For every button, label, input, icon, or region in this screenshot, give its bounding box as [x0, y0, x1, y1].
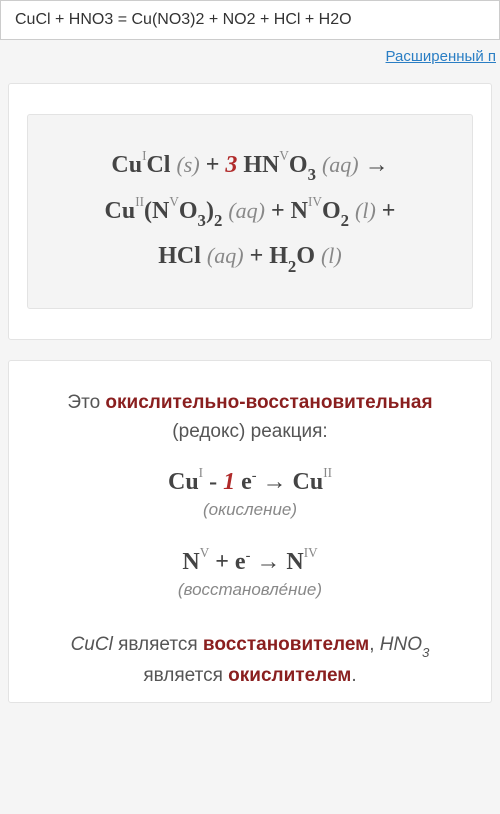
red-n5-state: V: [200, 545, 210, 560]
conc-is2: является: [143, 665, 228, 686]
redox-word: окислительно-восстановительная: [105, 392, 432, 413]
conclusion-text: CuCl является восстановителем, HNO3 явля…: [27, 630, 473, 691]
explanation-card: Это окислительно-восстановительная (редо…: [8, 360, 492, 702]
ox-arrow: →: [257, 469, 293, 495]
red-plus: +: [209, 549, 235, 575]
state-l-1: (l): [355, 198, 376, 223]
coefficient-3: 3: [225, 152, 237, 178]
plus-1: +: [200, 152, 226, 178]
ox-one: 1: [223, 469, 235, 495]
reactant-hn: HN: [237, 152, 279, 178]
oxstate-n5b: V: [169, 194, 179, 209]
sub-3: 3: [308, 165, 316, 184]
sub-3b: 3: [198, 211, 206, 230]
oxstate-n5: V: [279, 148, 289, 163]
oxstate-cu: I: [142, 148, 146, 163]
conc-is1: является: [113, 634, 203, 655]
ox-cu1-state: I: [199, 465, 203, 480]
paren-close: ): [206, 198, 214, 224]
sub-2b: 2: [341, 211, 349, 230]
state-aq-1: (aq): [322, 152, 359, 177]
state-aq-2: (aq): [228, 198, 265, 223]
equation-input-text: CuCl + HNO3 = Cu(NO3)2 + NO2 + HCl + H2O: [15, 11, 352, 28]
result-card: CuICl (s) + 3 HNVO3 (aq) → CuII(NVO3)2 (…: [8, 83, 492, 340]
plus-4: +: [244, 243, 270, 269]
conc-oxidizer: окислителем: [228, 665, 351, 686]
descr-post: (редокс) реакция:: [172, 421, 327, 442]
equation-line-3: HCl (aq) + H2O (l): [40, 234, 460, 280]
paren-open: (N: [144, 198, 169, 224]
product-o2: O: [322, 198, 341, 224]
advanced-search-link[interactable]: Расширенный п: [386, 48, 496, 65]
red-n4-state: IV: [304, 545, 318, 560]
equation-input[interactable]: CuCl + HNO3 = Cu(NO3)2 + NO2 + HCl + H2O: [0, 0, 500, 40]
state-aq-3: (aq): [207, 243, 244, 268]
conc-hno3-sub: 3: [422, 645, 429, 660]
arrow: →: [359, 152, 389, 178]
product-oh2o: O: [296, 243, 315, 269]
half-reaction-oxidation: CuI - 1 e- → CuII: [9, 468, 491, 496]
oxstate-cu2: II: [135, 194, 144, 209]
sub-2: 2: [214, 211, 222, 230]
product-o: O: [179, 198, 198, 224]
reactant-o: O: [289, 152, 308, 178]
state-l-2: (l): [321, 243, 342, 268]
reactant-cu: Cu: [111, 152, 142, 178]
reactant-cl: Cl: [146, 152, 170, 178]
conc-cucl: CuCl: [71, 634, 113, 655]
descr-pre: Это: [67, 392, 105, 413]
red-n5: N: [182, 549, 199, 575]
ox-cu1: Cu: [168, 469, 199, 495]
conc-reducer: восстановителем: [203, 634, 369, 655]
equation-line-2: CuII(NVO3)2 (aq) + NIVO2 (l) +: [40, 189, 460, 235]
ox-minus: -: [203, 469, 223, 495]
oxidation-label: (окисление): [9, 500, 491, 520]
ox-cu2-state: II: [323, 465, 332, 480]
plus-3: +: [376, 198, 396, 224]
sub-h2: 2: [288, 257, 296, 276]
product-hcl: HCl: [158, 243, 201, 269]
red-n4: N: [286, 549, 303, 575]
plus-2: +: [265, 198, 291, 224]
advanced-link-row: Расширенный п: [0, 40, 500, 83]
reaction-type-text: Это окислительно-восстановительная (редо…: [27, 389, 473, 446]
conc-comma: ,: [369, 634, 380, 655]
ox-e: e: [235, 469, 252, 495]
state-s: (s): [176, 152, 199, 177]
red-arrow: →: [250, 549, 286, 575]
red-e: e: [235, 549, 246, 575]
reduction-label: (восстановле́ние): [9, 580, 491, 600]
balanced-equation-box: CuICl (s) + 3 HNVO3 (aq) → CuII(NVO3)2 (…: [27, 114, 473, 309]
product-n: N: [291, 198, 308, 224]
conc-dot: .: [351, 665, 356, 686]
oxstate-n4: IV: [308, 194, 322, 209]
half-reaction-reduction: NV + e- → NIV: [9, 548, 491, 576]
ox-cu2: Cu: [293, 469, 324, 495]
product-h: H: [269, 243, 288, 269]
product-cu: Cu: [105, 198, 136, 224]
conc-hno3: HNO: [380, 634, 422, 655]
equation-line-1: CuICl (s) + 3 HNVO3 (aq) →: [40, 143, 460, 189]
